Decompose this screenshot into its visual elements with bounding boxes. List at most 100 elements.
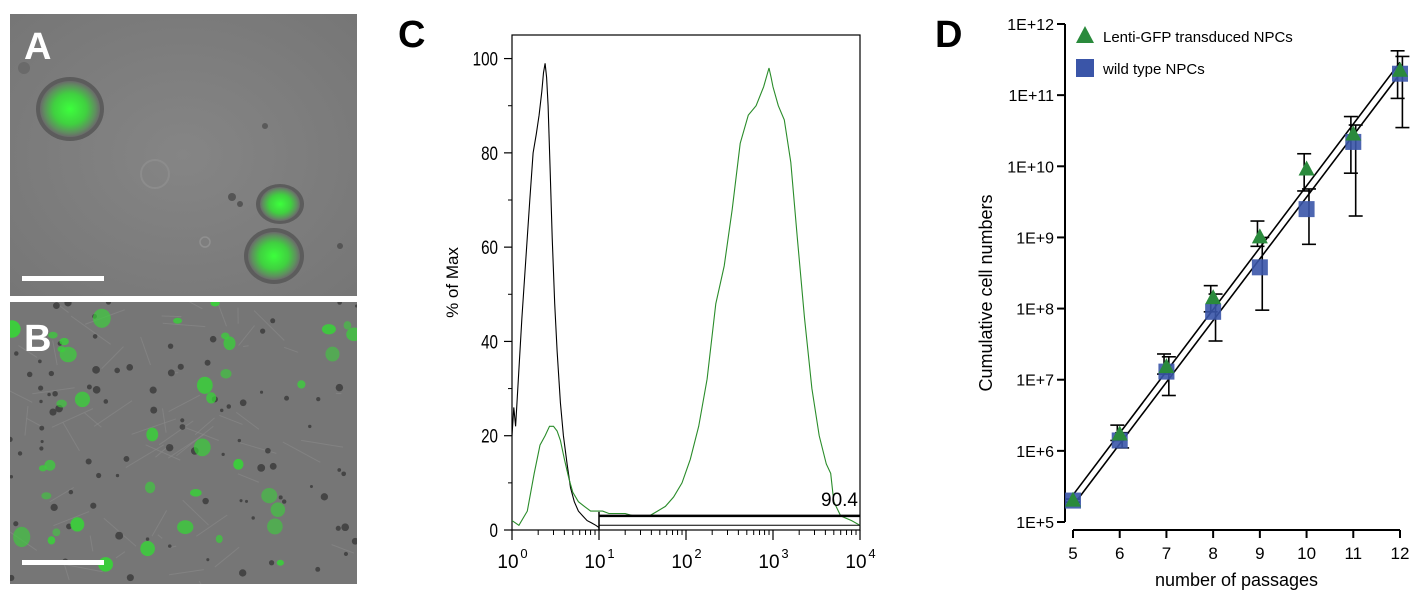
debris-dot bbox=[14, 351, 19, 356]
debris-dot bbox=[53, 302, 60, 309]
debris-dot bbox=[315, 566, 321, 572]
fluorescent-cell bbox=[59, 337, 69, 346]
cell-process bbox=[301, 439, 344, 448]
debris-dot bbox=[105, 302, 112, 305]
fluorescent-cell bbox=[346, 327, 357, 342]
debris-dot bbox=[90, 502, 97, 509]
y-tick-label: 0 bbox=[490, 519, 498, 541]
debris-dot bbox=[177, 363, 184, 370]
cell-process bbox=[32, 387, 75, 395]
x-tick-label: 5 bbox=[1068, 544, 1077, 563]
debris-dot bbox=[114, 367, 120, 374]
debris-dot bbox=[354, 304, 357, 308]
growth-curve-chart: 1E+5 1E+6 1E+7 1E+8 1E+9 1E+10 1E+11 1E+12 5 6 7 8 9… bbox=[976, 17, 1410, 590]
x-tick-label: 12 bbox=[1391, 544, 1410, 563]
fluorescent-cell bbox=[146, 427, 159, 442]
debris-dot bbox=[259, 390, 264, 394]
debris-dot bbox=[220, 408, 224, 413]
y-tick-label: 60 bbox=[481, 236, 498, 258]
cell-process bbox=[24, 406, 29, 436]
fluorescent-cell bbox=[177, 520, 194, 535]
cell-process bbox=[125, 444, 165, 468]
cell-process bbox=[168, 394, 201, 412]
cell-process bbox=[219, 414, 243, 425]
micrograph-a bbox=[10, 14, 357, 296]
cell-process bbox=[49, 487, 75, 503]
fluorescent-cell bbox=[267, 518, 283, 535]
cell-process bbox=[70, 315, 111, 345]
debris-dot bbox=[180, 418, 185, 423]
cell-process bbox=[184, 426, 219, 441]
debris-dot bbox=[26, 371, 33, 378]
fluorescent-cell bbox=[297, 380, 306, 389]
cell-process bbox=[145, 444, 181, 461]
debris-dot bbox=[270, 318, 276, 324]
y-axis-label: % of Max bbox=[443, 247, 462, 318]
legend-marker-lenti-gfp bbox=[1076, 26, 1094, 43]
cell-process bbox=[214, 546, 240, 568]
debris-dot bbox=[278, 495, 283, 500]
data-point-lenti-gfp bbox=[1298, 160, 1315, 176]
debris-dot bbox=[39, 399, 43, 404]
debris-dot bbox=[265, 447, 271, 454]
fluorescent-cell bbox=[92, 308, 111, 328]
debris-dot bbox=[10, 436, 13, 443]
x-tick-label: 10 bbox=[758, 552, 779, 573]
debris-dot bbox=[239, 499, 243, 503]
fluorescent-cell bbox=[321, 324, 336, 335]
x-tick-label: 10 bbox=[584, 552, 605, 573]
fluorescent-cell bbox=[70, 517, 85, 532]
cell-process bbox=[62, 421, 80, 452]
data-point-lenti-gfp bbox=[1111, 425, 1128, 441]
micrograph-b-image bbox=[10, 302, 357, 584]
data-point-wild-type bbox=[1251, 259, 1268, 276]
debris-dot bbox=[85, 458, 92, 465]
debris-dot bbox=[68, 489, 74, 495]
fluorescent-cell bbox=[144, 481, 156, 494]
debris-dot bbox=[52, 390, 58, 397]
cell-process bbox=[157, 534, 163, 539]
debris-dot bbox=[123, 455, 130, 462]
cell-process bbox=[101, 346, 124, 370]
debris-dot bbox=[335, 383, 344, 392]
panel-label-b: B bbox=[24, 318, 52, 360]
y-tick-label: 1E+6 bbox=[1016, 444, 1054, 461]
fluorescent-cell bbox=[270, 502, 286, 518]
panel-label-a: A bbox=[24, 26, 52, 68]
debris-dot bbox=[47, 392, 51, 397]
y-axis-label: Cumulative cell numbers bbox=[976, 194, 996, 391]
fluorescent-cell bbox=[215, 534, 223, 544]
fluorescent-cell bbox=[140, 540, 155, 557]
debris-dot bbox=[251, 516, 255, 520]
fluorescent-cell bbox=[220, 368, 232, 379]
debris-dot bbox=[40, 439, 44, 444]
fluorescent-cell bbox=[210, 302, 220, 307]
cell-process bbox=[63, 563, 70, 581]
debris-dot bbox=[226, 404, 232, 409]
debris-dot bbox=[13, 521, 19, 527]
debris-dot bbox=[343, 551, 349, 557]
debris-dot bbox=[268, 560, 275, 566]
y-tick-label: 1E+12 bbox=[1007, 17, 1054, 34]
debris-dot bbox=[103, 399, 109, 404]
fluorescent-cell bbox=[47, 536, 56, 545]
legend-label: wild type NPCs bbox=[1102, 61, 1205, 78]
x-tick-exponent: 4 bbox=[868, 546, 875, 561]
debris-dot bbox=[150, 406, 158, 414]
debris-dot bbox=[341, 523, 350, 532]
cell-process bbox=[331, 544, 355, 554]
legend-label: Lenti-GFP transduced NPCs bbox=[1103, 29, 1293, 46]
y-tick-label: 1E+8 bbox=[1016, 302, 1054, 319]
cell-process bbox=[53, 302, 69, 313]
fluorescent-cell bbox=[13, 526, 31, 548]
fluorescent-cell bbox=[173, 317, 183, 324]
debris-dot bbox=[204, 359, 211, 366]
debris-dot bbox=[39, 446, 44, 451]
data-point-lenti-gfp bbox=[1158, 358, 1175, 374]
cell-process bbox=[131, 418, 177, 435]
scale-bar-a bbox=[22, 276, 104, 281]
debris-dot bbox=[237, 438, 242, 443]
legend-marker-wild-type bbox=[1076, 59, 1094, 77]
debris-dot bbox=[115, 473, 120, 478]
debris-dot bbox=[282, 499, 287, 504]
